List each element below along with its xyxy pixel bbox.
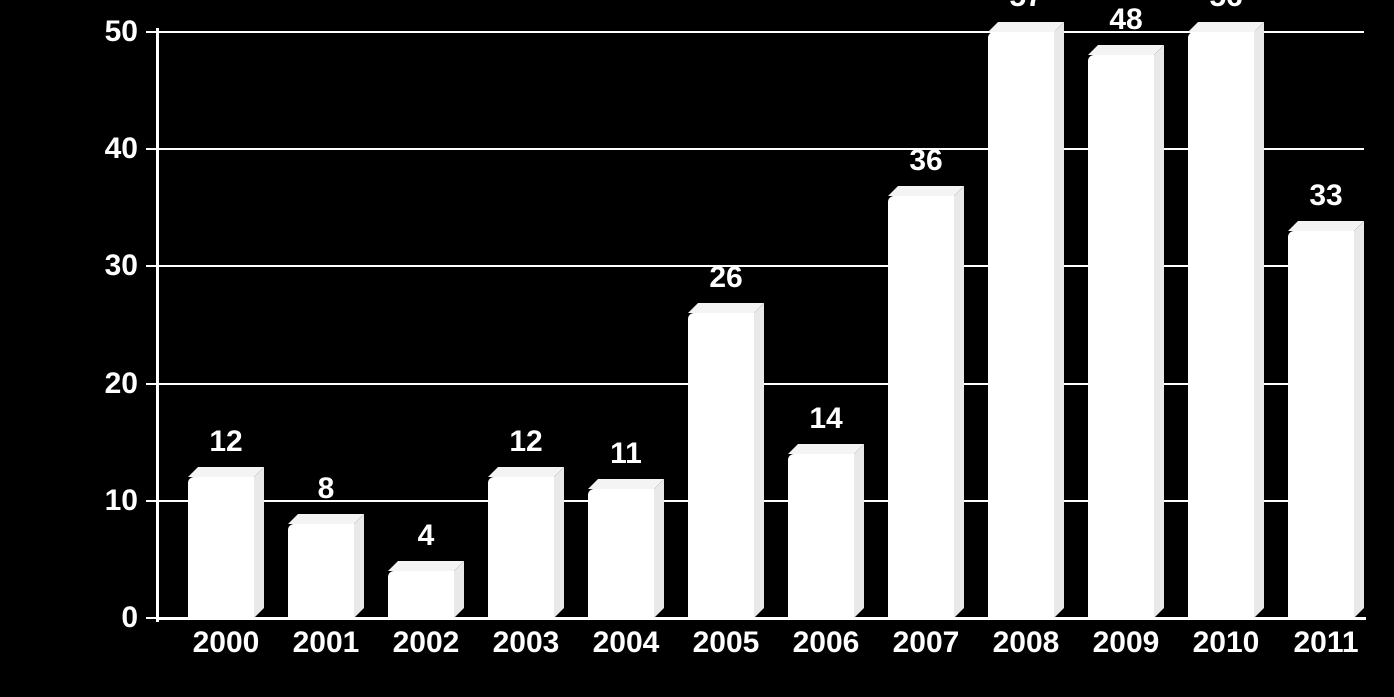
bar-side (1354, 221, 1364, 618)
bar-chart: 0 10 20 30 40 50 2000 2001 2002 2003 2004 2005 2006… (0, 0, 1394, 697)
y-tick-label: 20 (78, 367, 138, 401)
y-tick-mark (146, 500, 156, 502)
bar (1288, 221, 1364, 618)
bar-front (188, 477, 254, 618)
bar-value-label: 8 (318, 472, 335, 506)
bar-side (1154, 45, 1164, 618)
bar-front (588, 489, 654, 618)
plot-area (158, 32, 1364, 618)
bar-value-label: 33 (1309, 179, 1342, 213)
bar-front (788, 454, 854, 618)
bar-side (354, 514, 364, 618)
bar-top (588, 479, 664, 489)
x-tick-label: 2007 (893, 626, 960, 660)
x-tick-label: 2008 (993, 626, 1060, 660)
bar-front (488, 477, 554, 618)
bar (588, 479, 664, 618)
y-tick-label: 0 (78, 601, 138, 635)
bar-side (254, 467, 264, 618)
bar-value-label: 26 (709, 261, 742, 295)
y-tick-mark (146, 148, 156, 150)
x-tick-label: 2001 (293, 626, 360, 660)
bar-value-label: 56 (1209, 0, 1242, 14)
x-tick-label: 2005 (693, 626, 760, 660)
bar-side (954, 186, 964, 618)
y-tick-mark (146, 31, 156, 33)
bar (988, 22, 1064, 618)
y-tick-mark (146, 265, 156, 267)
bar-side (454, 561, 464, 618)
y-tick-mark (146, 383, 156, 385)
bar-front (888, 196, 954, 618)
x-tick-label: 2002 (393, 626, 460, 660)
bar-value-label: 36 (909, 144, 942, 178)
y-tick-label: 40 (78, 132, 138, 166)
bar (1188, 22, 1264, 618)
bar-top (488, 467, 564, 477)
bar-top (988, 22, 1064, 32)
bar-top (288, 514, 364, 524)
bar-value-label: 12 (209, 425, 242, 459)
y-tick-label: 10 (78, 484, 138, 518)
bar-side (554, 467, 564, 618)
x-tick-label: 2003 (493, 626, 560, 660)
bar-value-label: 4 (418, 519, 435, 553)
bar-top (788, 444, 864, 454)
bar (488, 467, 564, 618)
bar-top (388, 561, 464, 571)
bar-value-label: 48 (1109, 3, 1142, 37)
bar-front (688, 313, 754, 618)
x-tick-label: 2004 (593, 626, 660, 660)
bar (1088, 45, 1164, 618)
bar-front (1188, 32, 1254, 618)
bar-front (988, 32, 1054, 618)
bar-value-label: 11 (610, 437, 642, 471)
bar-side (854, 444, 864, 618)
bar-value-label: 57 (1009, 0, 1042, 14)
bar-value-label: 14 (809, 402, 842, 436)
bar (888, 186, 964, 618)
bar-side (1254, 22, 1264, 618)
bar-top (1088, 45, 1164, 55)
x-tick-label: 2011 (1293, 626, 1358, 660)
y-axis-line (156, 28, 159, 622)
bar-side (1054, 22, 1064, 618)
bar-side (754, 303, 764, 618)
x-tick-label: 2009 (1093, 626, 1160, 660)
bar (288, 514, 364, 618)
bar-front (388, 571, 454, 618)
bar-top (688, 303, 764, 313)
bar-top (1188, 22, 1264, 32)
x-tick-label: 2010 (1193, 626, 1260, 660)
bar (188, 467, 264, 618)
y-tick-label: 30 (78, 249, 138, 283)
bar (688, 303, 764, 618)
bar (388, 561, 464, 618)
bar-value-label: 12 (509, 425, 542, 459)
bar (788, 444, 864, 618)
bar-front (288, 524, 354, 618)
bar-top (1288, 221, 1364, 231)
bar-side (654, 479, 664, 618)
x-tick-label: 2006 (793, 626, 860, 660)
y-tick-label: 50 (78, 15, 138, 49)
y-tick-mark (146, 617, 156, 619)
x-tick-label: 2000 (193, 626, 260, 660)
bar-top (888, 186, 964, 196)
bar-front (1288, 231, 1354, 618)
bar-top (188, 467, 264, 477)
bar-front (1088, 55, 1154, 618)
